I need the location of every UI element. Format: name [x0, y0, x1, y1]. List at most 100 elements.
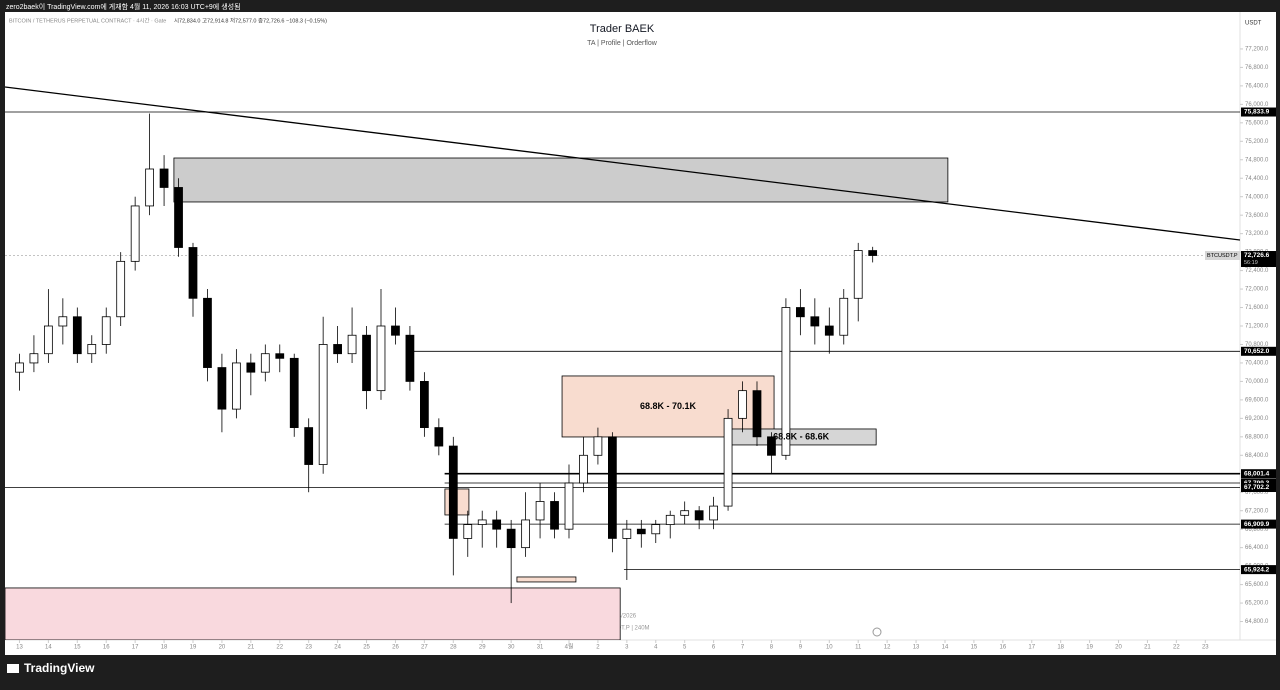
candle-body — [506, 528, 516, 549]
candle-body — [550, 501, 559, 530]
x-tick-label: 26 — [392, 645, 399, 651]
candle-body — [579, 454, 588, 484]
last-price-symbol-tag — [1205, 251, 1240, 261]
top-bar: zero2baek이 TradingView.com에 게재함 4월 11, 2… — [6, 2, 241, 11]
candle-body — [723, 417, 733, 507]
candle-body — [448, 445, 458, 539]
y-tick-label: 66,400.0 — [1245, 545, 1269, 551]
candle-body — [87, 344, 97, 355]
x-tick-label: 4월 — [565, 643, 574, 651]
candle-body — [145, 168, 154, 207]
x-tick-label: 13 — [913, 645, 920, 651]
candle-body — [376, 325, 386, 392]
x-tick-label: 20 — [219, 645, 226, 651]
x-tick-label: 18 — [161, 645, 168, 651]
candle-body — [434, 427, 444, 447]
candle-body — [29, 353, 39, 364]
candle-body — [232, 362, 241, 410]
candle-body — [188, 247, 198, 299]
candle-body — [810, 316, 820, 327]
plot-area — [5, 86, 1240, 640]
candle-body — [203, 297, 212, 368]
chart-panel — [5, 12, 1276, 655]
x-tick-label: 23 — [1202, 645, 1209, 651]
x-tick-label: 17 — [1028, 645, 1035, 651]
x-tick-label: 16 — [999, 645, 1006, 651]
x-tick-label: 21 — [1144, 645, 1151, 651]
candle-body — [304, 427, 314, 465]
countdown: 56:19 — [1244, 260, 1258, 266]
x-tick-label: 11 — [855, 645, 862, 651]
y-tick-label: 70,400.0 — [1245, 361, 1269, 367]
last-price-label: 72,726.6 — [1244, 252, 1270, 259]
x-tick-label: 9 — [799, 645, 803, 651]
candle-body — [159, 168, 169, 188]
candle-body — [477, 519, 487, 525]
replay-icon[interactable] — [872, 627, 882, 637]
zone-label: 68.8K - 68.6K — [773, 431, 830, 441]
candle-body — [795, 307, 805, 318]
zone — [5, 587, 621, 640]
candle-body — [564, 482, 574, 530]
x-tick-label: 13 — [16, 645, 23, 651]
y-tick-label: 67,200.0 — [1245, 508, 1269, 514]
candle-body — [694, 510, 704, 521]
x-tick-label: 30 — [508, 645, 515, 651]
candle-body — [636, 528, 646, 535]
y-tick-label: 68,400.0 — [1245, 453, 1269, 459]
level-tag — [1241, 346, 1276, 356]
x-tick-label: 18 — [1057, 645, 1064, 651]
candle-body — [44, 325, 53, 355]
candle-body — [217, 367, 227, 410]
chart-subtitle: TA | Profile | Orderflow — [587, 40, 658, 47]
last-price-tag — [1241, 251, 1276, 268]
level-tag — [1241, 469, 1276, 479]
x-tick-label: 22 — [276, 645, 283, 651]
x-tick-label: 6 — [712, 645, 716, 651]
y-tick-label: 76,400.0 — [1245, 83, 1269, 89]
y-tick-label: 75,600.0 — [1245, 120, 1269, 126]
candle-body — [246, 362, 256, 373]
candle-body — [680, 510, 690, 516]
level-label: 75,833.9 — [1244, 109, 1270, 116]
zone — [173, 157, 949, 203]
chart-title: Trader BAEK — [590, 23, 655, 35]
x-tick-label: 29 — [479, 645, 486, 651]
candle-body — [15, 362, 24, 373]
candle-body — [839, 297, 849, 336]
candle-body — [622, 528, 632, 539]
y-tick-label: 68,800.0 — [1245, 434, 1269, 440]
candle-body — [58, 316, 68, 327]
candle-body — [347, 334, 357, 355]
x-tick-label: 5 — [683, 645, 687, 651]
y-tick-label: 77,200.0 — [1245, 47, 1269, 53]
candle-body — [72, 316, 82, 355]
candle-body — [492, 519, 502, 530]
candle-body — [174, 187, 183, 248]
y-tick-label: 71,600.0 — [1245, 305, 1269, 311]
candle-body — [420, 381, 429, 428]
y-tick-label: 67,600.0 — [1245, 490, 1269, 496]
y-tick-label: 73,600.0 — [1245, 213, 1269, 219]
x-tick-label: 19 — [1086, 645, 1093, 651]
candle-body — [289, 357, 299, 428]
candle-body — [333, 344, 342, 355]
x-tick-label: 23 — [305, 645, 312, 651]
x-tick-label: 31 — [537, 645, 544, 651]
symbol: BITCOIN / TETHERUS PERPETUAL CONTRACT · … — [9, 16, 166, 24]
candle-body — [463, 524, 473, 539]
level-label: 70,652.0 — [1244, 348, 1270, 355]
candle-body — [608, 436, 617, 539]
y-tick-label: 65,600.0 — [1245, 582, 1269, 588]
ohlc: 시72,834.0 고72,914.8 저72,577.0 종72,726.6 … — [174, 16, 327, 24]
zone — [516, 576, 577, 583]
candle-body — [593, 436, 603, 456]
x-tick-label: 17 — [132, 645, 139, 651]
candle-body — [868, 250, 878, 256]
x-tick-label: 20 — [1115, 645, 1122, 651]
x-tick-label: 15 — [971, 645, 978, 651]
y-tick-label: 72,400.0 — [1245, 268, 1269, 274]
x-tick-label: 27 — [421, 645, 428, 651]
